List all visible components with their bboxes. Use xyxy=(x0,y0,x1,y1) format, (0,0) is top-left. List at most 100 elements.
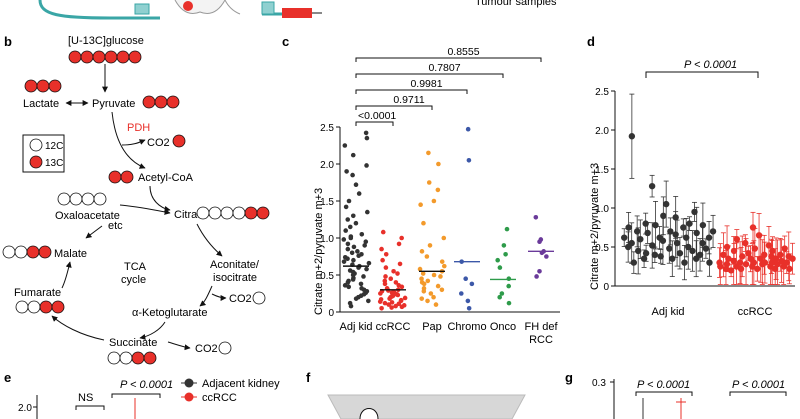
c-data-point xyxy=(389,300,395,305)
d-data-point xyxy=(669,255,676,262)
c-data-point xyxy=(366,298,371,304)
c-data-point xyxy=(356,253,361,259)
c-data-point xyxy=(433,302,439,307)
c-data-point xyxy=(466,158,472,163)
panel-g-pvalue-1: P < 0.0001 xyxy=(637,379,690,391)
d-data-point xyxy=(717,263,724,270)
lactate-carbons xyxy=(24,79,62,93)
c-data-point xyxy=(346,198,352,204)
c-data-point xyxy=(431,294,436,300)
fumarate-label: Fumarate xyxy=(14,287,61,299)
d-data-point xyxy=(686,220,693,227)
d-data-point xyxy=(736,259,744,266)
d-x-tick-label: Adj kid xyxy=(651,306,684,318)
d-data-point xyxy=(789,255,796,262)
c-data-point xyxy=(343,204,349,210)
c-data-point xyxy=(361,274,366,279)
c-x-tick-label: Pap xyxy=(422,321,442,333)
c-data-point xyxy=(351,244,357,250)
d-data-point xyxy=(693,229,700,237)
c-data-point xyxy=(349,250,355,256)
co2-label-2: CO2 xyxy=(229,293,252,305)
d-data-point xyxy=(751,245,759,252)
c-data-point xyxy=(380,257,385,263)
c-data-point xyxy=(436,161,441,167)
c-data-point xyxy=(355,249,360,254)
pdh-label: PDH xyxy=(127,122,150,134)
glucose-carbons xyxy=(68,50,142,64)
c13-legend-marker xyxy=(29,155,43,169)
c-data-point xyxy=(345,256,350,262)
c-data-point xyxy=(365,209,370,215)
c-data-point xyxy=(399,284,405,290)
panel-d-y-axis: 0 0.5 1.0 1.5 2.0 2.5 xyxy=(595,87,795,293)
c-data-point xyxy=(465,126,471,132)
tca-label-1: TCA xyxy=(124,261,147,273)
panel-g-label: g xyxy=(565,370,573,385)
c-data-point xyxy=(421,220,426,226)
c-comparison-pvalue: <0.0001 xyxy=(358,110,396,122)
d-data-point xyxy=(621,234,628,241)
c-data-point xyxy=(345,246,351,252)
oxaloacetate-label: Oxaloacetate xyxy=(55,210,120,222)
co2-label-3: CO2 xyxy=(195,343,218,355)
c-data-point xyxy=(383,274,388,279)
d-data-point xyxy=(750,259,758,266)
c-data-point xyxy=(382,281,388,287)
panel-f-organ xyxy=(359,408,379,419)
d-data-point xyxy=(666,245,673,252)
c-data-point xyxy=(421,281,427,287)
panel-g-pvalue-2: P < 0.0001 xyxy=(732,379,785,391)
c-data-point xyxy=(438,274,443,279)
panel-c-points xyxy=(341,126,554,311)
c-data-point xyxy=(417,266,423,272)
panel-c-label: c xyxy=(282,34,289,49)
co2-label-1: CO2 xyxy=(147,137,170,149)
c-data-point xyxy=(341,237,347,242)
pyruvate-carbons xyxy=(142,95,180,109)
panel-f-vessel xyxy=(327,394,526,419)
oxaloacetate-carbons xyxy=(57,192,107,206)
c-data-point xyxy=(356,191,362,196)
c-data-point xyxy=(463,276,468,282)
c-data-point xyxy=(497,294,502,300)
d-y-tick-label: 2.0 xyxy=(595,126,609,137)
c-data-point xyxy=(420,271,426,276)
c-data-point xyxy=(345,217,351,222)
c-data-point xyxy=(419,276,424,282)
glucose-label: [U-13C]glucose xyxy=(68,35,144,47)
d-data-point xyxy=(745,250,752,257)
c-x-tick-label: Adj kid xyxy=(339,321,372,333)
panel-c: c Citrate m+2/pyruvate m+3 0.85550.78070… xyxy=(282,34,560,346)
c-data-point xyxy=(342,143,348,148)
c-data-point xyxy=(353,220,359,226)
d-data-point xyxy=(733,236,741,243)
aconitate-label-1: Aconitate/ xyxy=(210,259,260,271)
c-data-point xyxy=(389,305,394,310)
c-data-point xyxy=(544,254,549,259)
d-data-point xyxy=(727,267,735,274)
panel-f-label: f xyxy=(306,370,311,385)
d-data-point xyxy=(648,182,656,190)
c-data-point xyxy=(383,265,389,270)
d-y-tick-label: 0.5 xyxy=(595,243,609,254)
legend-ccrcc-label: ccRCC xyxy=(202,392,237,404)
d-data-point xyxy=(640,255,648,262)
panel-d-label: d xyxy=(587,34,595,49)
malate-label: Malate xyxy=(54,248,87,260)
c-data-point xyxy=(396,241,402,247)
c-data-point xyxy=(353,182,359,188)
panel-f: f xyxy=(306,370,526,419)
panel-c-y-axis-label: Citrate m+2/pyruvate m+3 xyxy=(313,188,325,315)
c-data-point xyxy=(399,235,404,241)
d-data-point xyxy=(630,259,638,266)
panel-e-label: e xyxy=(4,370,11,385)
d-data-point xyxy=(652,221,659,229)
c-data-point xyxy=(379,246,384,252)
pyruvate-label: Pyruvate xyxy=(92,98,135,110)
c-data-point xyxy=(537,239,542,244)
d-data-point xyxy=(672,214,679,221)
d-data-point xyxy=(737,265,745,273)
c-data-point xyxy=(402,295,408,301)
panel-g-y-tick-top: 0.3 xyxy=(592,378,606,389)
